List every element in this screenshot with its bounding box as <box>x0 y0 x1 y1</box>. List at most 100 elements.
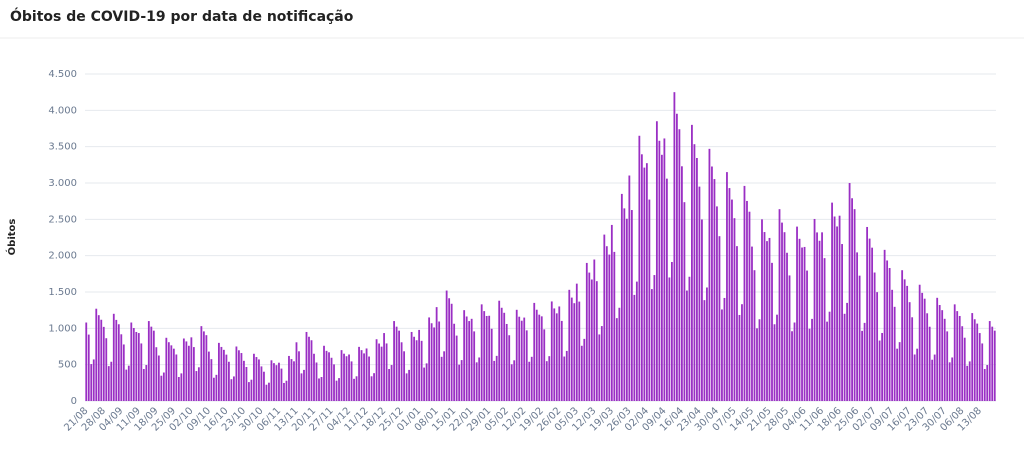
bar <box>420 340 423 401</box>
bar <box>185 341 188 401</box>
bar <box>465 316 468 401</box>
bar <box>650 289 653 401</box>
bar <box>373 373 375 401</box>
bar <box>220 346 223 401</box>
bar <box>485 315 488 401</box>
bar <box>368 356 370 401</box>
bar <box>938 305 941 401</box>
bar <box>923 298 926 401</box>
bar <box>513 360 516 401</box>
bar <box>493 360 496 401</box>
bar <box>105 338 108 401</box>
bar <box>172 348 175 401</box>
bar <box>908 302 911 401</box>
bar <box>946 331 949 401</box>
bar <box>250 379 253 401</box>
bar <box>288 355 290 401</box>
bar <box>170 345 173 401</box>
bar <box>503 312 506 401</box>
bar <box>450 303 453 401</box>
bar <box>605 246 608 401</box>
bar <box>95 308 98 401</box>
bar <box>533 302 536 401</box>
y-tick-label: 1.000 <box>48 323 77 334</box>
y-tick-label: 500 <box>58 360 77 371</box>
bar <box>243 360 245 401</box>
bar <box>495 355 498 401</box>
bar <box>90 364 93 401</box>
bar <box>783 232 786 401</box>
bar <box>468 321 471 401</box>
bar <box>598 334 601 401</box>
bar <box>127 365 130 401</box>
bar <box>443 351 446 401</box>
bar <box>696 158 698 401</box>
bar <box>543 329 546 401</box>
bar <box>993 330 996 401</box>
bar <box>761 219 763 401</box>
bar <box>418 329 421 401</box>
bar <box>255 357 258 401</box>
bar <box>160 375 163 401</box>
bar <box>293 361 295 401</box>
bar <box>668 277 671 401</box>
bar <box>811 318 813 401</box>
bar <box>155 347 158 401</box>
bar <box>675 113 678 402</box>
bar <box>801 247 803 401</box>
bar <box>555 313 558 401</box>
bar <box>773 324 776 401</box>
bar <box>921 292 924 401</box>
bar <box>545 361 548 401</box>
bar <box>430 323 433 401</box>
bar <box>983 369 986 401</box>
bar <box>635 281 638 401</box>
bar <box>613 251 616 401</box>
bar <box>763 232 766 401</box>
bar <box>978 333 981 401</box>
bar <box>681 166 683 401</box>
bar <box>813 218 816 401</box>
bar <box>115 319 118 401</box>
bar <box>205 335 208 401</box>
bar <box>140 343 143 401</box>
bar <box>653 275 656 401</box>
bar <box>848 183 851 401</box>
bar <box>816 232 818 401</box>
bar <box>756 328 758 401</box>
bar <box>706 287 708 401</box>
bar <box>856 252 858 401</box>
bar <box>600 326 603 401</box>
bar <box>896 348 899 401</box>
bar <box>530 356 533 401</box>
bar <box>192 347 195 401</box>
bar <box>771 262 773 401</box>
bar <box>147 321 150 401</box>
bar <box>295 342 298 401</box>
bar <box>565 350 568 401</box>
bar <box>435 307 438 401</box>
bar <box>520 320 523 401</box>
bar <box>776 314 778 401</box>
bar <box>918 284 921 401</box>
bar <box>167 342 170 401</box>
bar <box>380 346 383 401</box>
chart-title: Óbitos de COVID-19 por data de notificaç… <box>10 7 354 25</box>
bar <box>648 199 651 401</box>
bar <box>806 270 808 401</box>
bar <box>300 373 303 401</box>
bar <box>751 246 753 401</box>
bar <box>265 384 268 401</box>
bar <box>540 316 543 401</box>
bar <box>838 215 841 401</box>
bar <box>130 322 133 401</box>
bar <box>100 319 103 401</box>
bar <box>238 350 240 401</box>
y-tick-label: 0 <box>71 396 77 407</box>
bar <box>510 364 513 401</box>
bar <box>500 307 503 401</box>
bar <box>786 252 788 401</box>
bar <box>578 301 581 401</box>
bar <box>117 324 120 401</box>
bar <box>270 360 273 401</box>
